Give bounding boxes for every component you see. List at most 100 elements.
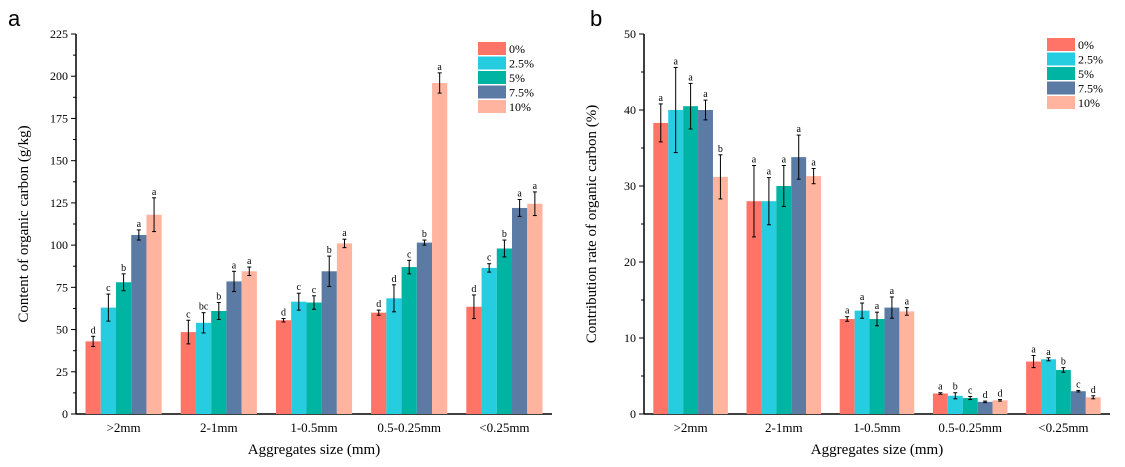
legend-swatch	[478, 71, 506, 84]
legend-label: 2.5%	[509, 57, 534, 71]
significance-letter: a	[437, 62, 442, 73]
legend-swatch	[478, 56, 506, 70]
x-axis-title: Aggregates size (mm)	[248, 442, 380, 458]
bar	[977, 401, 993, 414]
y-tick-label: 150	[50, 154, 68, 168]
significance-letter: b	[718, 144, 723, 155]
bar	[432, 82, 448, 414]
bar	[1026, 361, 1042, 414]
significance-letter: d	[91, 325, 96, 336]
x-tick-label: 2-1mm	[200, 420, 238, 435]
bar	[884, 307, 900, 414]
significance-letter: c	[1076, 379, 1081, 390]
significance-letter: c	[407, 249, 412, 260]
significance-letter: b	[502, 229, 507, 240]
significance-letter: d	[471, 284, 476, 295]
y-tick-label: 20	[624, 255, 636, 269]
bar	[401, 267, 417, 414]
bar	[776, 186, 792, 414]
legend-swatch	[1047, 67, 1075, 80]
bar	[1085, 397, 1101, 414]
y-tick-label: 125	[50, 196, 68, 210]
panel-label-a: a	[8, 6, 21, 31]
legend-label: 0%	[509, 42, 525, 56]
significance-letter: a	[703, 89, 708, 100]
bar	[336, 243, 353, 414]
bar	[241, 271, 257, 414]
x-tick-label: 1-0.5mm	[853, 420, 900, 435]
significance-letter: a	[905, 297, 910, 308]
y-tick-label: 30	[624, 179, 636, 193]
significance-letter: a	[659, 93, 664, 104]
significance-letter: a	[533, 181, 538, 192]
bar	[481, 267, 497, 414]
bar	[371, 312, 387, 414]
bar	[131, 234, 147, 414]
significance-letter: a	[517, 189, 522, 200]
y-axis-title: Contribution rate of organic carbon (%)	[584, 105, 600, 343]
legend-swatch	[478, 85, 506, 99]
x-tick-label: 0.5-0.25mm	[938, 420, 1002, 435]
bar	[226, 281, 242, 414]
x-tick-label: 1-0.5mm	[290, 420, 337, 435]
bar	[1055, 369, 1071, 414]
bar	[321, 271, 337, 414]
legend-label: 7.5%	[509, 86, 534, 100]
bar	[791, 157, 807, 414]
y-tick-label: 10	[624, 331, 636, 345]
bar	[854, 310, 870, 414]
x-tick-label: <0.25mm	[479, 420, 529, 435]
bar	[100, 307, 116, 414]
legend-swatch	[1047, 81, 1075, 95]
bar	[712, 176, 728, 414]
significance-letter: c	[186, 309, 191, 320]
significance-letter: a	[1046, 347, 1051, 358]
significance-letter: a	[890, 286, 895, 297]
y-tick-label: 175	[50, 111, 68, 125]
bar	[869, 319, 885, 414]
y-tick-label: 100	[50, 238, 68, 252]
bar	[668, 110, 684, 414]
significance-letter: a	[811, 158, 816, 169]
significance-letter: a	[860, 292, 865, 303]
significance-letter: c	[487, 253, 492, 264]
bar	[947, 395, 963, 414]
y-tick-label: 40	[624, 103, 636, 117]
x-tick-label: >2mm	[107, 420, 141, 435]
significance-letter: a	[782, 154, 787, 165]
bar	[698, 110, 713, 414]
significance-letter: bc	[199, 302, 209, 313]
bar	[115, 282, 132, 414]
bar	[932, 393, 948, 414]
significance-letter: d	[1091, 385, 1096, 396]
bar	[653, 122, 669, 415]
significance-letter: c	[312, 285, 317, 296]
significance-letter: a	[247, 256, 252, 267]
significance-letter: a	[752, 154, 757, 165]
x-tick-label: >2mm	[674, 420, 708, 435]
significance-letter: b	[1061, 357, 1066, 368]
y-axis-title: Content of organic carbon (g/kg)	[16, 125, 32, 322]
significance-letter: b	[953, 382, 958, 393]
bar	[962, 398, 978, 414]
legend-swatch	[478, 42, 506, 55]
legend-label: 10%	[509, 100, 531, 114]
bar	[146, 214, 162, 414]
y-tick-label: 50	[56, 323, 68, 337]
chart-a: 0255075100125150175200225>2mmdcbaa2-1mmc…	[16, 27, 552, 458]
legend-label: 7.5%	[1078, 82, 1103, 96]
significance-letter: a	[1031, 344, 1036, 355]
bar	[761, 201, 777, 414]
significance-letter: a	[767, 167, 772, 178]
bar	[386, 298, 402, 414]
x-tick-label: <0.25mm	[1038, 420, 1088, 435]
bar	[195, 322, 212, 414]
y-tick-label: 25	[56, 365, 68, 379]
significance-letter: a	[232, 260, 237, 271]
legend-swatch	[1047, 96, 1075, 109]
significance-letter: b	[422, 229, 427, 240]
x-tick-label: 2-1mm	[765, 420, 803, 435]
legend-label: 5%	[509, 71, 525, 85]
significance-letter: d	[391, 274, 396, 285]
